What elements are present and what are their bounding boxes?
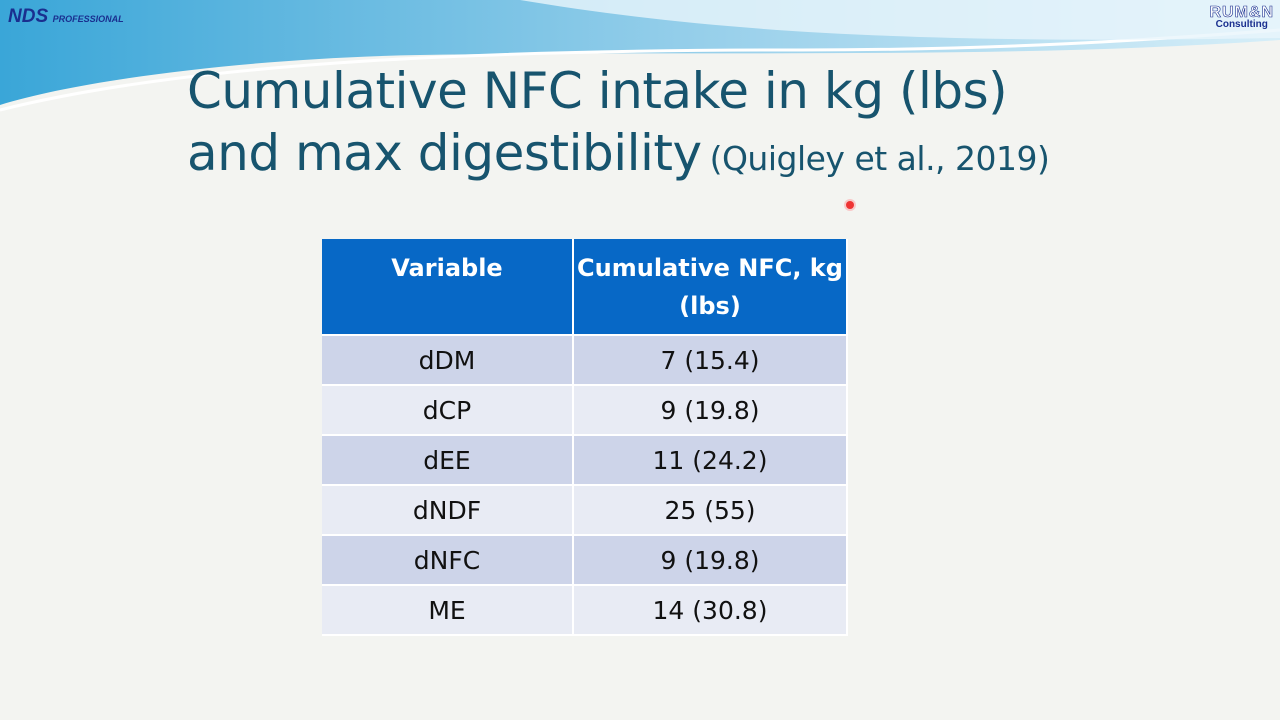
table-cell: dNFC — [322, 535, 574, 586]
table-cell: 7 (15.4) — [573, 335, 848, 386]
data-table: Variable Cumulative NFC, kg (lbs) dDM 7 (15… — [322, 239, 848, 636]
table-cell: 9 (19.8) — [573, 385, 848, 436]
table-cell: dCP — [322, 385, 574, 436]
logo-name: RUM&N — [1209, 4, 1274, 22]
table-cell: dNDF — [322, 485, 574, 536]
pointer — [846, 201, 854, 209]
slide-title: and max digestibility — [187, 124, 702, 182]
table-row: dNFC 9 (19.8) — [322, 535, 848, 586]
left-logo: NDS PROFESSIONAL — [8, 6, 124, 28]
table-cell: 9 (19.8) — [573, 535, 848, 586]
wave-banner — [0, 0, 1280, 112]
header-cell: Variable — [322, 239, 574, 336]
logo-name: NDS — [8, 6, 49, 27]
table-row: dDM 7 (15.4) — [322, 335, 848, 386]
citation: (Quigley et al., 2019) — [709, 139, 1050, 178]
slide-title-line: and max digestibility (Quigley et al., 20… — [187, 124, 1050, 182]
table-row: dEE 11 (24.2) — [322, 435, 848, 486]
table-cell: 11 (24.2) — [573, 435, 848, 486]
table-row: dNDF 25 (55) — [322, 485, 848, 536]
logo-tagline: Consulting — [1215, 19, 1268, 30]
table-cell: 25 (55) — [573, 485, 848, 536]
table-row: ME 14 (30.8) — [322, 585, 848, 636]
table-cell: ME — [322, 585, 574, 636]
header-row: Variable Cumulative NFC, kg (lbs) — [322, 239, 848, 336]
table-row: dCP 9 (19.8) — [322, 385, 848, 436]
table-cell: dEE — [322, 435, 574, 486]
header-cell: Cumulative NFC, kg (lbs) — [573, 239, 848, 336]
slide-title: Cumulative NFC intake in kg (lbs) — [187, 62, 1008, 120]
table-cell: dDM — [322, 335, 574, 386]
right-logo: RUM&N Consulting — [1209, 4, 1274, 30]
logo-tagline: PROFESSIONAL — [52, 14, 124, 24]
table-cell: 14 (30.8) — [573, 585, 848, 636]
